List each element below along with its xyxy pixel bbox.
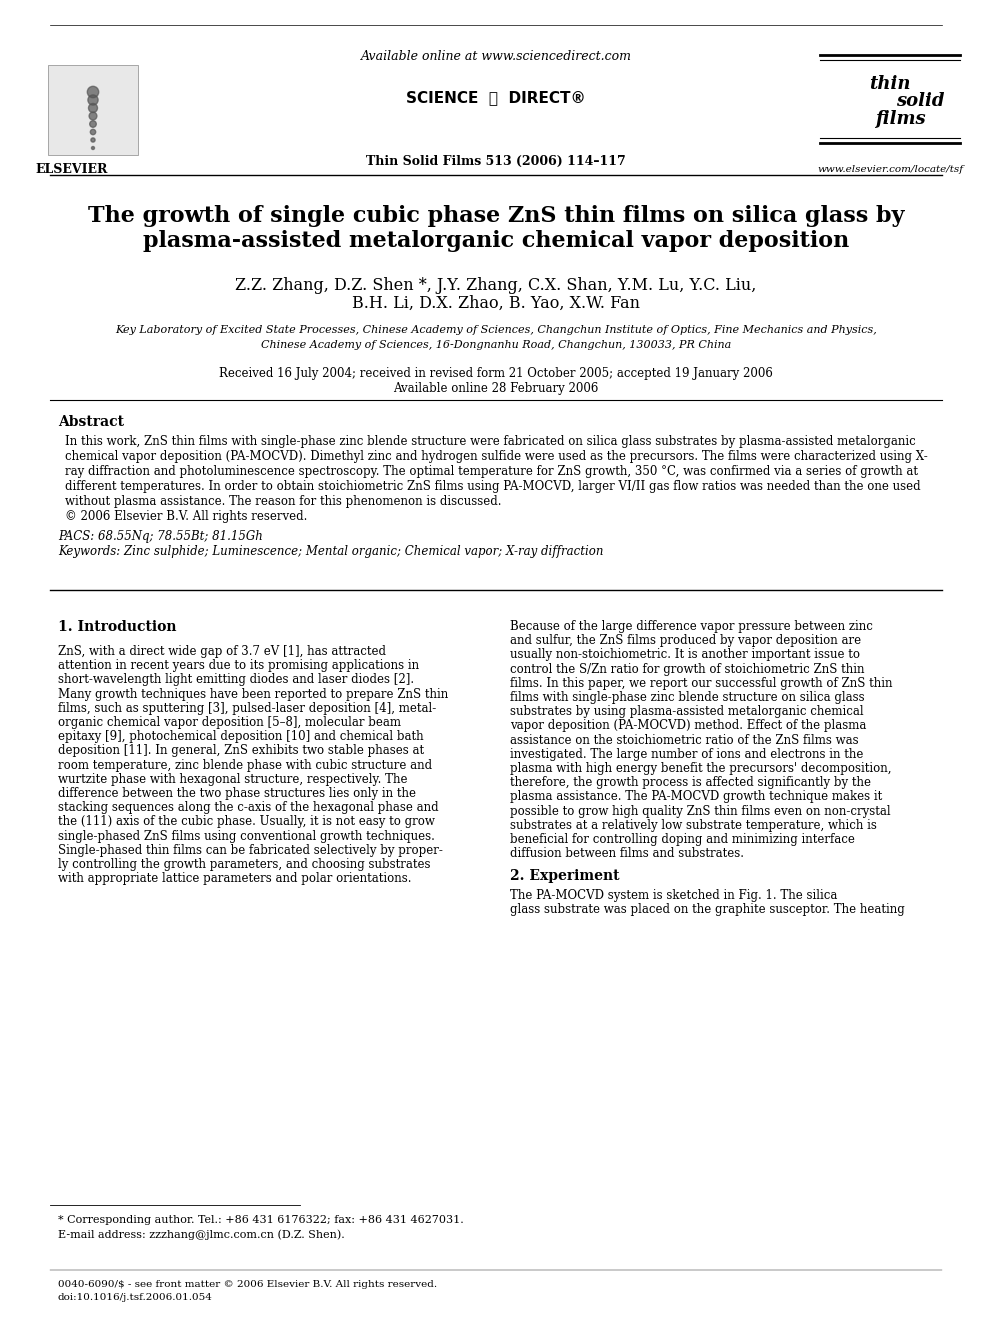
Text: different temperatures. In order to obtain stoichiometric ZnS films using PA-MOC: different temperatures. In order to obta… (65, 480, 921, 493)
Text: B.H. Li, D.X. Zhao, B. Yao, X.W. Fan: B.H. Li, D.X. Zhao, B. Yao, X.W. Fan (352, 295, 640, 312)
Text: Received 16 July 2004; received in revised form 21 October 2005; accepted 19 Jan: Received 16 July 2004; received in revis… (219, 366, 773, 380)
Text: The growth of single cubic phase ZnS thin films on silica glass by: The growth of single cubic phase ZnS thi… (87, 205, 905, 228)
Text: assistance on the stoichiometric ratio of the ZnS films was: assistance on the stoichiometric ratio o… (510, 733, 859, 746)
FancyBboxPatch shape (48, 65, 138, 155)
Text: ray diffraction and photoluminescence spectroscopy. The optimal temperature for : ray diffraction and photoluminescence sp… (65, 464, 918, 478)
Text: PACS: 68.55Nq; 78.55Bt; 81.15Gh: PACS: 68.55Nq; 78.55Bt; 81.15Gh (58, 531, 263, 542)
Text: www.elsevier.com/locate/tsf: www.elsevier.com/locate/tsf (817, 165, 963, 175)
Text: thin: thin (869, 75, 911, 93)
Text: organic chemical vapor deposition [5–8], molecular beam: organic chemical vapor deposition [5–8],… (58, 716, 401, 729)
Text: Thin Solid Films 513 (2006) 114–117: Thin Solid Films 513 (2006) 114–117 (366, 155, 626, 168)
Text: 2. Experiment: 2. Experiment (510, 869, 619, 884)
Text: single-phased ZnS films using conventional growth techniques.: single-phased ZnS films using convention… (58, 830, 434, 843)
Text: and sulfur, the ZnS films produced by vapor deposition are: and sulfur, the ZnS films produced by va… (510, 634, 861, 647)
Text: glass substrate was placed on the graphite susceptor. The heating: glass substrate was placed on the graphi… (510, 904, 905, 917)
Text: substrates by using plasma-assisted metalorganic chemical: substrates by using plasma-assisted meta… (510, 705, 864, 718)
Text: plasma-assisted metalorganic chemical vapor deposition: plasma-assisted metalorganic chemical va… (143, 230, 849, 251)
Text: Because of the large difference vapor pressure between zinc: Because of the large difference vapor pr… (510, 620, 873, 632)
Text: doi:10.1016/j.tsf.2006.01.054: doi:10.1016/j.tsf.2006.01.054 (58, 1293, 213, 1302)
Circle shape (89, 120, 96, 127)
Circle shape (91, 147, 94, 149)
Text: ELSEVIER: ELSEVIER (36, 163, 108, 176)
Text: investigated. The large number of ions and electrons in the: investigated. The large number of ions a… (510, 747, 863, 761)
Text: deposition [11]. In general, ZnS exhibits two stable phases at: deposition [11]. In general, ZnS exhibit… (58, 745, 425, 757)
Text: control the S/Zn ratio for growth of stoichiometric ZnS thin: control the S/Zn ratio for growth of sto… (510, 663, 864, 676)
Text: the (111) axis of the cubic phase. Usually, it is not easy to grow: the (111) axis of the cubic phase. Usual… (58, 815, 434, 828)
Circle shape (90, 130, 95, 135)
Text: ZnS, with a direct wide gap of 3.7 eV [1], has attracted: ZnS, with a direct wide gap of 3.7 eV [1… (58, 646, 386, 658)
Text: difference between the two phase structures lies only in the: difference between the two phase structu… (58, 787, 416, 800)
Text: Available online 28 February 2006: Available online 28 February 2006 (393, 382, 599, 396)
Text: films. In this paper, we report our successful growth of ZnS thin: films. In this paper, we report our succ… (510, 677, 893, 689)
Text: attention in recent years due to its promising applications in: attention in recent years due to its pro… (58, 659, 420, 672)
Text: solid: solid (896, 93, 944, 110)
Text: SCIENCE  ⓓ  DIRECT®: SCIENCE ⓓ DIRECT® (406, 90, 586, 105)
Text: room temperature, zinc blende phase with cubic structure and: room temperature, zinc blende phase with… (58, 758, 433, 771)
Text: possible to grow high quality ZnS thin films even on non-crystal: possible to grow high quality ZnS thin f… (510, 804, 891, 818)
Circle shape (88, 95, 98, 105)
Text: vapor deposition (PA-MOCVD) method. Effect of the plasma: vapor deposition (PA-MOCVD) method. Effe… (510, 720, 866, 733)
Text: films, such as sputtering [3], pulsed-laser deposition [4], metal-: films, such as sputtering [3], pulsed-la… (58, 701, 436, 714)
Circle shape (89, 112, 97, 120)
Text: plasma with high energy benefit the precursors' decomposition,: plasma with high energy benefit the prec… (510, 762, 892, 775)
Text: chemical vapor deposition (PA-MOCVD). Dimethyl zinc and hydrogen sulfide were us: chemical vapor deposition (PA-MOCVD). Di… (65, 450, 928, 463)
Text: Single-phased thin films can be fabricated selectively by proper-: Single-phased thin films can be fabricat… (58, 844, 442, 857)
Text: wurtzite phase with hexagonal structure, respectively. The: wurtzite phase with hexagonal structure,… (58, 773, 408, 786)
Text: stacking sequences along the c-axis of the hexagonal phase and: stacking sequences along the c-axis of t… (58, 802, 438, 814)
Text: short-wavelength light emitting diodes and laser diodes [2].: short-wavelength light emitting diodes a… (58, 673, 414, 687)
Text: The PA-MOCVD system is sketched in Fig. 1. The silica: The PA-MOCVD system is sketched in Fig. … (510, 889, 837, 902)
Text: epitaxy [9], photochemical deposition [10] and chemical bath: epitaxy [9], photochemical deposition [1… (58, 730, 424, 744)
Text: beneficial for controlling doping and minimizing interface: beneficial for controlling doping and mi… (510, 833, 855, 845)
Circle shape (88, 103, 97, 112)
Text: E-mail address: zzzhang@jlmc.com.cn (D.Z. Shen).: E-mail address: zzzhang@jlmc.com.cn (D.Z… (58, 1229, 345, 1240)
Text: 0040-6090/$ - see front matter © 2006 Elsevier B.V. All rights reserved.: 0040-6090/$ - see front matter © 2006 El… (58, 1279, 437, 1289)
Text: without plasma assistance. The reason for this phenomenon is discussed.: without plasma assistance. The reason fo… (65, 495, 502, 508)
Text: Key Laboratory of Excited State Processes, Chinese Academy of Sciences, Changchu: Key Laboratory of Excited State Processe… (115, 325, 877, 335)
Text: Z.Z. Zhang, D.Z. Shen *, J.Y. Zhang, C.X. Shan, Y.M. Lu, Y.C. Liu,: Z.Z. Zhang, D.Z. Shen *, J.Y. Zhang, C.X… (235, 277, 757, 294)
Text: Abstract: Abstract (58, 415, 124, 429)
Text: ly controlling the growth parameters, and choosing substrates: ly controlling the growth parameters, an… (58, 859, 431, 871)
Text: 1. Introduction: 1. Introduction (58, 620, 177, 634)
Text: Many growth techniques have been reported to prepare ZnS thin: Many growth techniques have been reporte… (58, 688, 448, 701)
Text: films: films (875, 110, 926, 128)
Text: diffusion between films and substrates.: diffusion between films and substrates. (510, 847, 744, 860)
Text: films with single-phase zinc blende structure on silica glass: films with single-phase zinc blende stru… (510, 691, 865, 704)
Circle shape (91, 138, 95, 142)
Text: In this work, ZnS thin films with single-phase zinc blende structure were fabric: In this work, ZnS thin films with single… (65, 435, 916, 448)
Text: usually non-stoichiometric. It is another important issue to: usually non-stoichiometric. It is anothe… (510, 648, 860, 662)
Text: therefore, the growth process is affected significantly by the: therefore, the growth process is affecte… (510, 777, 871, 790)
Text: plasma assistance. The PA-MOCVD growth technique makes it: plasma assistance. The PA-MOCVD growth t… (510, 790, 882, 803)
Text: Available online at www.sciencedirect.com: Available online at www.sciencedirect.co… (360, 50, 632, 64)
Circle shape (87, 86, 98, 98)
Text: Keywords: Zinc sulphide; Luminescence; Mental organic; Chemical vapor; X-ray dif: Keywords: Zinc sulphide; Luminescence; M… (58, 545, 603, 558)
Text: with appropriate lattice parameters and polar orientations.: with appropriate lattice parameters and … (58, 872, 412, 885)
Text: Chinese Academy of Sciences, 16-Dongnanhu Road, Changchun, 130033, PR China: Chinese Academy of Sciences, 16-Dongnanh… (261, 340, 731, 351)
Text: © 2006 Elsevier B.V. All rights reserved.: © 2006 Elsevier B.V. All rights reserved… (65, 509, 308, 523)
Text: substrates at a relatively low substrate temperature, which is: substrates at a relatively low substrate… (510, 819, 877, 832)
Text: * Corresponding author. Tel.: +86 431 6176322; fax: +86 431 4627031.: * Corresponding author. Tel.: +86 431 61… (58, 1215, 463, 1225)
